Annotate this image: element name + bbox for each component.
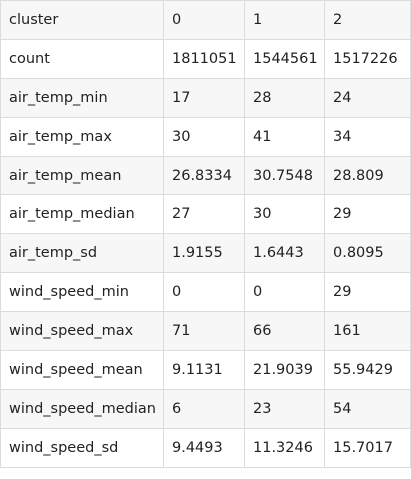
row-label: air_temp_median: [0, 194, 164, 235]
cell-cluster-0: 9.4493: [163, 427, 245, 468]
cell-cluster-1: 66: [244, 311, 325, 352]
cell-cluster-1: 41: [244, 116, 325, 157]
table-row: air_temp_median 27 30 29: [0, 194, 411, 235]
cell-cluster-0: 17: [163, 77, 245, 118]
cell-cluster-1: 1544561: [244, 38, 325, 79]
cell-cluster-0: 1.9155: [163, 233, 245, 274]
row-label: wind_speed_max: [0, 311, 164, 352]
cell-cluster-2: 1517226: [324, 38, 411, 79]
table-row: wind_speed_max 71 66 161: [0, 311, 411, 352]
cell-cluster-2: 54: [324, 388, 411, 429]
row-label: air_temp_min: [0, 77, 164, 118]
table-body: cluster 0 1 2 count 1811051 1544561 1517…: [0, 0, 411, 468]
row-label: wind_speed_median: [0, 388, 164, 429]
cell-cluster-0: 26.8334: [163, 155, 245, 196]
row-label: cluster: [0, 0, 164, 40]
table-row: wind_speed_mean 9.1131 21.9039 55.9429: [0, 350, 411, 390]
row-label: wind_speed_min: [0, 272, 164, 313]
cell-cluster-2: 29: [324, 194, 411, 235]
cell-cluster-2: 0.8095: [324, 233, 411, 274]
cell-cluster-1: 30.7548: [244, 155, 325, 196]
table-row: air_temp_sd 1.9155 1.6443 0.8095: [0, 233, 411, 274]
cell-cluster-0: 27: [163, 194, 245, 235]
cell-cluster-1: 1.6443: [244, 233, 325, 274]
cell-cluster-0: 0: [163, 272, 245, 313]
cell-cluster-1: 11.3246: [244, 427, 325, 468]
cell-cluster-2: 24: [324, 77, 411, 118]
table-row: cluster 0 1 2: [0, 0, 411, 40]
table-row: wind_speed_sd 9.4493 11.3246 15.7017: [0, 427, 411, 468]
cell-cluster-2: 55.9429: [324, 350, 411, 390]
table-row: air_temp_max 30 41 34: [0, 116, 411, 157]
cell-cluster-1: 30: [244, 194, 325, 235]
cell-cluster-2: 29: [324, 272, 411, 313]
cell-cluster-1: 21.9039: [244, 350, 325, 390]
row-label: air_temp_sd: [0, 233, 164, 274]
cell-cluster-1: 1: [244, 0, 325, 40]
table-row: air_temp_min 17 28 24: [0, 77, 411, 118]
cell-cluster-2: 161: [324, 311, 411, 352]
cell-cluster-2: 28.809: [324, 155, 411, 196]
row-label: count: [0, 38, 164, 79]
cell-cluster-2: 2: [324, 0, 411, 40]
row-label: wind_speed_mean: [0, 350, 164, 390]
row-label: air_temp_max: [0, 116, 164, 157]
cell-cluster-1: 0: [244, 272, 325, 313]
cell-cluster-2: 34: [324, 116, 411, 157]
cell-cluster-0: 9.1131: [163, 350, 245, 390]
cell-cluster-0: 6: [163, 388, 245, 429]
table-row: count 1811051 1544561 1517226: [0, 38, 411, 79]
cell-cluster-0: 71: [163, 311, 245, 352]
cluster-stats-table: cluster 0 1 2 count 1811051 1544561 1517…: [0, 0, 411, 468]
row-label: wind_speed_sd: [0, 427, 164, 468]
cell-cluster-0: 30: [163, 116, 245, 157]
cell-cluster-1: 23: [244, 388, 325, 429]
cell-cluster-0: 0: [163, 0, 245, 40]
table-row: wind_speed_median 6 23 54: [0, 388, 411, 429]
cell-cluster-1: 28: [244, 77, 325, 118]
table-row: air_temp_mean 26.8334 30.7548 28.809: [0, 155, 411, 196]
row-label: air_temp_mean: [0, 155, 164, 196]
table-row: wind_speed_min 0 0 29: [0, 272, 411, 313]
cell-cluster-2: 15.7017: [324, 427, 411, 468]
cell-cluster-0: 1811051: [163, 38, 245, 79]
